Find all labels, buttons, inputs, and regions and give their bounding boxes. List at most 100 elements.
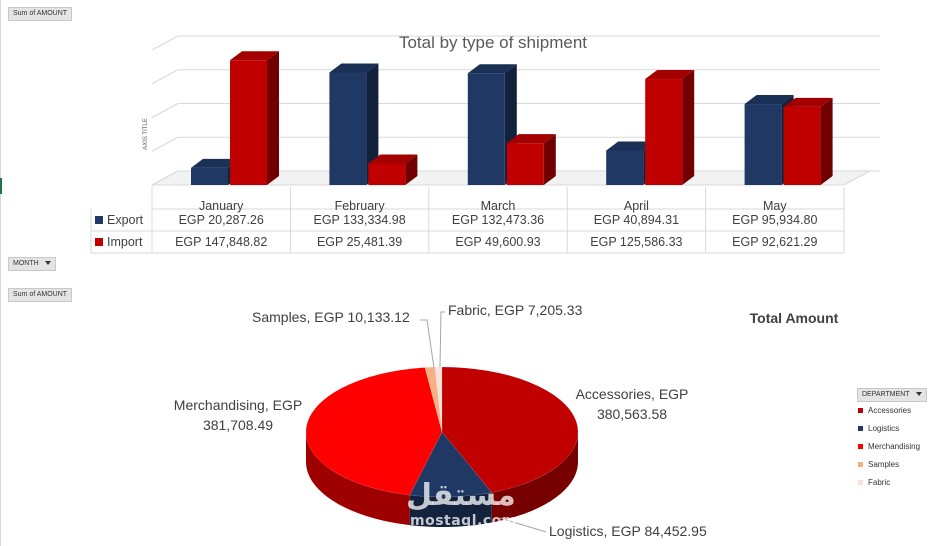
bar-top [467, 64, 517, 74]
bar-import-january [230, 51, 279, 185]
bar-import-april [645, 70, 695, 185]
legend-label: Merchandising [868, 442, 921, 451]
leader-line-fabric [439, 311, 445, 368]
bar-side [366, 63, 379, 185]
legend-swatch [858, 426, 863, 432]
bar-top [368, 154, 418, 164]
slice-fabric [434, 366, 443, 433]
legend-item-merchandising: Merchandising [858, 438, 920, 456]
bar-import-may [783, 97, 833, 185]
bar-top [230, 51, 279, 61]
category-label: January [199, 199, 244, 213]
axis-title: AXIS TITLE [143, 118, 149, 150]
slice-label-logistics: Logistics, EGP 84,452.95 [549, 523, 707, 539]
legend-label: Accessories [868, 406, 912, 415]
department-filter-label: DEPARTMENT [862, 391, 910, 398]
gridline-side [151, 69, 179, 85]
bar-top [783, 97, 833, 107]
leader-line-samples [420, 319, 435, 369]
watermark-arabic: مستقل [406, 478, 516, 513]
dropdown-arrow-icon [915, 392, 922, 397]
legend-label: Logistics [868, 424, 900, 433]
chart-title: Total by type of shipment [399, 33, 587, 52]
category-label: February [335, 199, 386, 213]
legend-item-fabric: Fabric [858, 474, 920, 492]
legend-key-export [95, 216, 103, 224]
watermark-latin: mostaql.com [410, 513, 517, 529]
slice-samples [424, 366, 443, 433]
legend-label: Fabric [868, 478, 891, 487]
dropdown-arrow-icon [44, 261, 51, 266]
sum-of-amount-label: Sum of AMOUNT [13, 10, 68, 17]
bar-front [645, 79, 683, 185]
bar-side [405, 154, 418, 185]
data-label: EGP 40,894.31 [594, 213, 679, 227]
pie-legend: Accessories Logistics Merchandising Samples… [858, 402, 920, 492]
bar-chart: Total by type of shipment AXIS TITLE Janua… [90, 33, 880, 254]
bar-side [820, 97, 833, 185]
legend-key-import [95, 238, 103, 246]
gridline-side [151, 103, 179, 118]
bar-front [467, 73, 505, 185]
bar-side [543, 134, 556, 185]
category-label: April [624, 199, 649, 213]
bar-front [329, 72, 367, 185]
bar-top [329, 63, 379, 73]
legend-swatch [858, 408, 863, 414]
bar-front [783, 106, 821, 185]
sheet-left-edge [0, 0, 1, 546]
data-table: January February March April May Export EGP 20… [90, 187, 845, 254]
category-label: March [481, 199, 516, 213]
slice-label-accessories: 380,563.58 [597, 406, 667, 422]
legend-swatch [858, 462, 863, 468]
bar-top [606, 141, 656, 151]
series-label: Export [107, 213, 144, 227]
legend-item-samples: Samples [858, 456, 920, 474]
bar-top [645, 70, 695, 80]
slice-label-accessories: Accessories, EGP [576, 386, 689, 402]
category-label: May [763, 199, 787, 213]
bar-side [682, 70, 695, 185]
slice-accessories [441, 366, 579, 493]
bar-top [744, 95, 794, 105]
bar-front [368, 163, 406, 185]
legend-item-accessories: Accessories [858, 402, 920, 420]
bar-front [744, 104, 782, 185]
bar-front [191, 167, 228, 185]
data-label: EGP 20,287.26 [179, 213, 264, 227]
legend-swatch [858, 444, 863, 450]
data-label: EGP 132,473.36 [452, 213, 544, 227]
month-filter-label: MONTH [13, 260, 39, 267]
legend-swatch [858, 480, 863, 486]
bar-import-february [368, 154, 418, 185]
slice-label-fabric: Fabric, EGP 7,205.33 [448, 302, 583, 318]
bar-top [506, 134, 556, 144]
selection-marker [0, 178, 2, 194]
data-label: EGP 92,621.29 [732, 235, 817, 249]
data-label: EGP 147,848.82 [175, 235, 267, 249]
slice-merchandising [305, 367, 443, 496]
bar-front [506, 143, 544, 185]
gridline-side [151, 136, 179, 152]
department-filter-button[interactable]: DEPARTMENT [857, 388, 927, 402]
data-label: EGP 133,334.98 [313, 213, 405, 227]
data-label: EGP 25,481.39 [317, 235, 402, 249]
slice-side-merchandising [306, 432, 410, 526]
month-filter-button[interactable]: MONTH [8, 257, 56, 271]
sum-of-amount-button-top[interactable]: Sum of AMOUNT [8, 7, 73, 21]
slice-label-samples: Samples, EGP 10,133.12 [252, 309, 410, 325]
bar-top [191, 158, 240, 168]
data-label: EGP 125,586.33 [590, 235, 682, 249]
sum-of-amount-button-bottom[interactable]: Sum of AMOUNT [8, 288, 73, 302]
data-label: EGP 49,600.93 [455, 235, 540, 249]
legend-label: Samples [868, 460, 900, 469]
slice-label-merchandising: Merchandising, EGP [174, 397, 302, 413]
bar-export-february [329, 63, 379, 185]
series-label: Import [107, 235, 143, 249]
slice-label-merchandising: 381,708.49 [203, 417, 273, 433]
gridline-side [151, 35, 179, 51]
data-label: EGP 95,934.80 [732, 213, 817, 227]
pie-title: Total Amount [750, 310, 839, 326]
legend-item-logistics: Logistics [858, 420, 920, 438]
bar-import-march [506, 134, 556, 185]
